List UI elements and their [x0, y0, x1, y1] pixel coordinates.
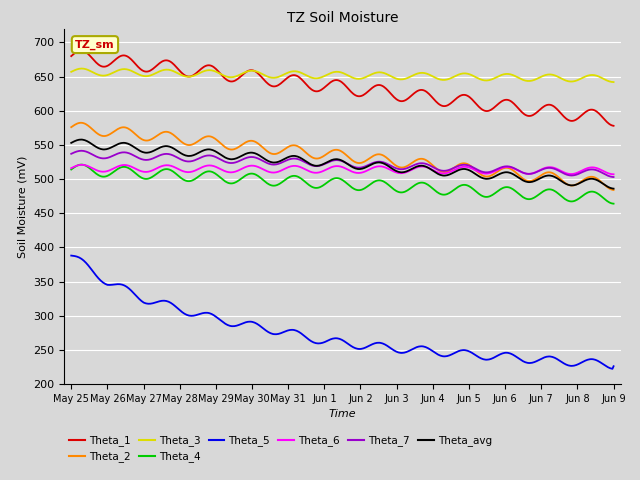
- Theta_2: [297, 145, 305, 151]
- Theta_3: [77, 66, 85, 72]
- Theta_5: [296, 330, 304, 336]
- Theta_avg: [297, 156, 305, 161]
- Theta_7: [372, 159, 380, 165]
- Theta_1: [67, 53, 75, 59]
- Theta_4: [77, 162, 85, 168]
- Theta_1: [561, 115, 569, 120]
- Theta_2: [372, 152, 380, 157]
- Line: Theta_6: Theta_6: [71, 165, 614, 174]
- Line: Theta_7: Theta_7: [71, 151, 614, 177]
- Theta_6: [561, 170, 569, 176]
- Theta_4: [467, 184, 475, 190]
- Theta_1: [77, 48, 85, 53]
- Line: Theta_2: Theta_2: [71, 123, 614, 190]
- Theta_5: [466, 349, 474, 355]
- Legend: Theta_1, Theta_2, Theta_3, Theta_4, Theta_5, Theta_6, Theta_7, Theta_avg: Theta_1, Theta_2, Theta_3, Theta_4, Thet…: [69, 435, 492, 462]
- Theta_6: [237, 166, 245, 172]
- Theta_2: [237, 143, 245, 148]
- Theta_2: [610, 187, 618, 193]
- Theta_7: [77, 148, 85, 154]
- Theta_1: [237, 73, 245, 79]
- Theta_2: [398, 165, 406, 170]
- Theta_7: [297, 157, 305, 163]
- Theta_3: [297, 70, 305, 76]
- Theta_6: [610, 171, 618, 177]
- Y-axis label: Soil Moisture (mV): Soil Moisture (mV): [17, 155, 28, 258]
- Theta_5: [609, 366, 616, 372]
- Theta_6: [77, 162, 85, 168]
- Theta_7: [398, 167, 406, 172]
- Theta_3: [467, 72, 475, 78]
- Theta_1: [297, 76, 305, 82]
- Theta_avg: [77, 137, 85, 143]
- Theta_2: [77, 120, 85, 126]
- Line: Theta_5: Theta_5: [71, 255, 614, 369]
- Theta_4: [372, 178, 380, 184]
- Theta_3: [237, 71, 245, 77]
- Theta_3: [67, 69, 75, 75]
- Theta_4: [297, 176, 305, 181]
- Theta_4: [610, 201, 618, 206]
- Theta_3: [398, 76, 406, 82]
- Line: Theta_3: Theta_3: [71, 69, 614, 82]
- Theta_4: [398, 190, 406, 195]
- Theta_avg: [398, 169, 406, 175]
- Theta_5: [236, 322, 244, 327]
- Theta_5: [560, 360, 568, 366]
- Theta_7: [467, 164, 475, 169]
- Theta_5: [610, 363, 618, 369]
- Theta_6: [297, 165, 305, 170]
- Theta_6: [67, 165, 75, 171]
- Theta_5: [397, 350, 404, 356]
- Theta_5: [67, 252, 75, 258]
- Theta_avg: [610, 186, 618, 192]
- Theta_7: [610, 174, 618, 180]
- X-axis label: Time: Time: [328, 409, 356, 419]
- Theta_1: [372, 83, 380, 88]
- Theta_6: [398, 170, 406, 176]
- Title: TZ Soil Moisture: TZ Soil Moisture: [287, 11, 398, 25]
- Theta_1: [610, 123, 618, 129]
- Theta_avg: [372, 160, 380, 166]
- Theta_7: [67, 151, 75, 156]
- Theta_avg: [561, 180, 569, 186]
- Theta_3: [610, 79, 618, 85]
- Theta_6: [372, 164, 380, 169]
- Theta_1: [467, 96, 475, 101]
- Theta_avg: [67, 140, 75, 146]
- Theta_1: [398, 98, 406, 104]
- Theta_3: [561, 77, 569, 83]
- Text: TZ_sm: TZ_sm: [75, 39, 115, 50]
- Theta_3: [372, 70, 380, 76]
- Theta_4: [67, 167, 75, 172]
- Theta_2: [561, 180, 569, 186]
- Theta_5: [371, 340, 378, 346]
- Theta_4: [237, 176, 245, 181]
- Theta_avg: [237, 153, 245, 159]
- Line: Theta_4: Theta_4: [71, 165, 614, 204]
- Theta_2: [467, 163, 475, 169]
- Theta_7: [561, 171, 569, 177]
- Theta_2: [67, 124, 75, 130]
- Theta_avg: [467, 168, 475, 174]
- Theta_4: [561, 196, 569, 202]
- Theta_7: [237, 157, 245, 163]
- Line: Theta_1: Theta_1: [71, 50, 614, 126]
- Theta_6: [467, 165, 475, 171]
- Line: Theta_avg: Theta_avg: [71, 140, 614, 189]
